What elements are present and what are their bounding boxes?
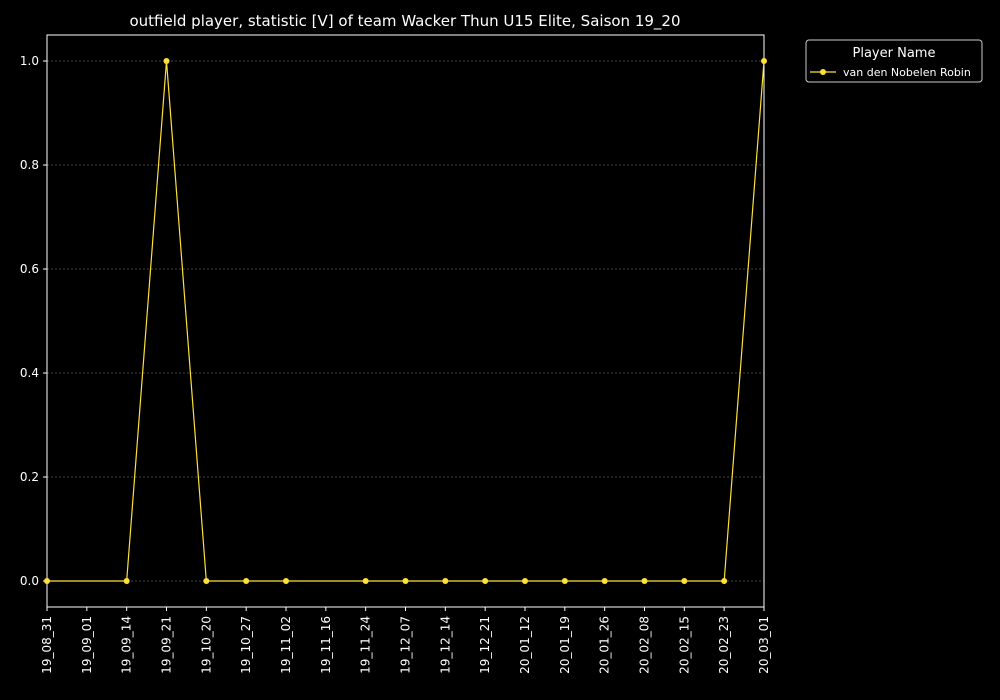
grid — [47, 60, 764, 582]
x-tick-label: 20_01_19 — [558, 616, 572, 674]
y-tick-label: 0.6 — [20, 262, 39, 276]
x-tick-label: 19_11_16 — [319, 616, 333, 674]
legend: Player Name van den Nobelen Robin — [805, 39, 983, 83]
legend-series-marker — [820, 69, 826, 75]
x-tick-label: 20_01_26 — [598, 616, 612, 674]
x-tick-label: 19_11_24 — [359, 616, 373, 674]
data-point — [283, 578, 289, 584]
y-tick-label: 0.8 — [20, 158, 39, 172]
x-tick-label: 19_12_14 — [438, 616, 452, 674]
x-tick-label: 19_08_31 — [40, 616, 54, 674]
series — [44, 58, 767, 584]
chart-title: outfield player, statistic [V] of team W… — [129, 12, 680, 31]
x-tick-label: 19_10_20 — [199, 616, 213, 674]
x-tick-label: 19_09_14 — [120, 616, 134, 674]
x-tick-label: 19_12_21 — [478, 616, 492, 674]
data-point — [522, 578, 528, 584]
data-point — [761, 58, 767, 64]
legend-box — [805, 39, 983, 83]
x-tick-label: 20_01_12 — [518, 616, 532, 674]
x-axis: 19_08_31 19_09_01 19_09_14 19_09_21 19_10_20… — [40, 607, 771, 674]
data-point — [721, 578, 728, 584]
series-line — [47, 60, 765, 582]
data-point — [362, 578, 369, 584]
data-point — [44, 578, 50, 584]
data-point — [482, 578, 489, 584]
x-tick-label: 19_11_02 — [279, 616, 293, 674]
data-point — [681, 578, 688, 584]
legend-series-label: van den Nobelen Robin — [843, 66, 971, 79]
y-tick-label: 0.2 — [20, 470, 39, 484]
x-tick-label: 20_02_08 — [638, 616, 652, 674]
y-tick-label: 0.0 — [20, 574, 39, 588]
data-point — [243, 578, 250, 584]
y-tick-label: 0.4 — [20, 366, 39, 380]
plot-area — [46, 34, 765, 608]
data-point — [163, 58, 170, 64]
x-tick-label: 19_10_27 — [239, 616, 253, 674]
x-tick-label: 19_12_07 — [399, 616, 413, 674]
x-tick-label: 20_02_15 — [677, 616, 691, 674]
data-point — [561, 578, 568, 584]
legend-title: Player Name — [853, 46, 936, 61]
data-point — [601, 578, 608, 584]
data-point — [442, 578, 449, 584]
x-tick-label: 20_02_23 — [717, 616, 731, 674]
x-tick-label: 20_03_01 — [757, 616, 771, 674]
data-point — [641, 578, 648, 584]
data-point — [402, 578, 409, 584]
data-point — [123, 578, 130, 584]
data-point — [203, 578, 210, 584]
y-tick-label: 1.0 — [20, 54, 39, 68]
x-tick-label: 19_09_01 — [80, 616, 94, 674]
y-axis: 0.0 0.2 0.4 0.6 0.8 1.0 — [20, 54, 47, 588]
x-tick-label: 19_09_21 — [160, 616, 174, 674]
